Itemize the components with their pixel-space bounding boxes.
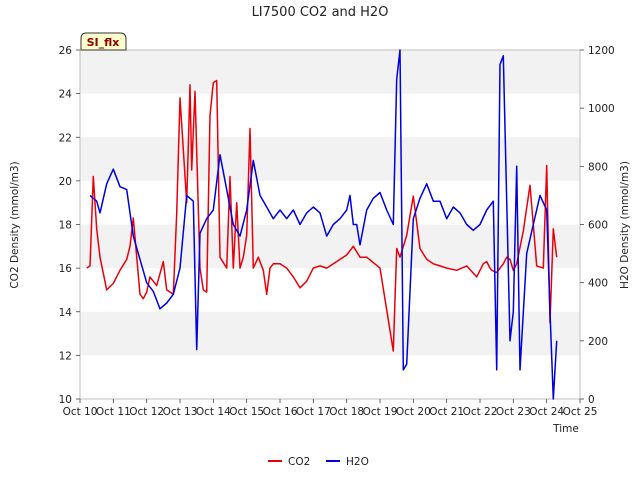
x-tick-label: Oct 20: [396, 406, 431, 418]
x-tick-label: Oct 21: [429, 406, 464, 418]
x-tick-label: Oct 16: [263, 406, 298, 418]
series-line-co2: [86, 79, 558, 352]
site-badge: SI_flx: [80, 32, 127, 51]
y-left-tick-label: 24: [59, 89, 73, 101]
x-tick-label: Oct 13: [163, 406, 198, 418]
badge-label: SI_flx: [87, 36, 120, 49]
y-axis-right-label: H2O Density (mmol/m3): [619, 161, 631, 289]
y-axis-left: 10 12 14 16 18 20 22 24 26: [59, 45, 80, 406]
y-right-tick-label: 800: [588, 161, 608, 173]
y-left-tick-label: 16: [59, 263, 73, 275]
x-tick-label: Oct 19: [363, 406, 398, 418]
x-tick-label: Oct 11: [96, 406, 131, 418]
grid-band: [80, 311, 580, 356]
legend-label-h2o: H2O: [346, 456, 369, 468]
y-right-tick-label: 0: [588, 394, 595, 406]
x-tick-label: Oct 10: [63, 406, 98, 418]
x-tick-label: Oct 15: [229, 406, 264, 418]
legend: CO2 H2O: [268, 456, 369, 468]
x-axis-label: Time: [552, 423, 579, 435]
grid-band: [80, 50, 580, 94]
x-tick-label: Oct 23: [496, 406, 531, 418]
y-left-tick-label: 20: [59, 176, 72, 188]
x-tick-label: Oct 25: [563, 406, 598, 418]
legend-label-co2: CO2: [288, 456, 310, 468]
y-axis-left-label: CO2 Density (mmol/m3): [9, 161, 21, 288]
y-right-tick-label: 1000: [588, 103, 615, 115]
y-right-tick-label: 400: [588, 278, 608, 290]
grid-band: [80, 137, 580, 181]
badge-box: [80, 32, 127, 51]
x-tick-label: Oct 14: [196, 406, 231, 418]
y-left-tick-label: 26: [59, 45, 73, 57]
y-right-tick-label: 200: [588, 336, 608, 348]
y-right-tick-label: 1200: [588, 45, 615, 57]
x-tick-label: Oct 18: [329, 406, 364, 418]
y-left-tick-label: 12: [59, 350, 72, 362]
y-axis-right: 0 200 400 600 800 1000 1200: [580, 45, 615, 406]
x-tick-label: Oct 22: [463, 406, 498, 418]
y-left-tick-label: 22: [59, 132, 72, 144]
chart-title: LI7500 CO2 and H2O: [252, 5, 389, 20]
y-left-tick-label: 18: [59, 220, 72, 232]
x-tick-label: Oct 17: [296, 406, 331, 418]
y-left-tick-label: 10: [59, 394, 72, 406]
y-right-tick-label: 600: [588, 220, 608, 232]
series-group: [86, 49, 558, 400]
x-tick-label: Oct 24: [529, 406, 564, 418]
x-tick-label: Oct 12: [129, 406, 164, 418]
series-line-h2o: [89, 49, 558, 400]
y-left-tick-label: 14: [59, 307, 73, 319]
grid-bands: [80, 50, 580, 356]
